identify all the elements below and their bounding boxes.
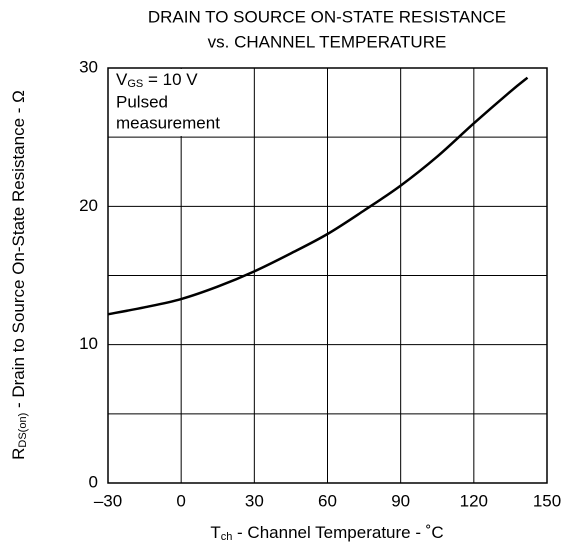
annotation-text: = 10 V (143, 70, 198, 89)
x-tick-label: 90 (391, 491, 410, 510)
x-axis-label: Tch - Channel Temperature - ˚C (210, 523, 443, 542)
x-tick-label: 150 (533, 491, 561, 510)
x-tick-label: –30 (94, 491, 122, 510)
annotation-text: measurement (116, 113, 220, 132)
y-axis-label: RDS(on) - Drain to Source On-State Resis… (9, 90, 28, 460)
annotation-text: Pulsed (116, 92, 168, 111)
chart-title: DRAIN TO SOURCE ON-STATE RESISTANCE (148, 7, 506, 26)
annotation-text: V (116, 70, 128, 89)
x-tick-label: 0 (176, 491, 185, 510)
annotation-text: GS (127, 78, 143, 90)
x-tick-label: 30 (245, 491, 264, 510)
y-tick-label: 20 (79, 196, 98, 215)
data-line (107, 76, 529, 316)
chart-title: vs. CHANNEL TEMPERATURE (208, 32, 447, 51)
annotation: VGS = 10 V (116, 70, 198, 89)
y-tick-label: 30 (79, 57, 98, 76)
y-tick-label: 0 (89, 472, 98, 491)
y-tick-label: 10 (79, 334, 98, 353)
x-tick-label: 120 (460, 491, 488, 510)
annotation-box (109, 69, 249, 136)
x-tick-label: 60 (318, 491, 337, 510)
plot-frame (107, 67, 548, 484)
